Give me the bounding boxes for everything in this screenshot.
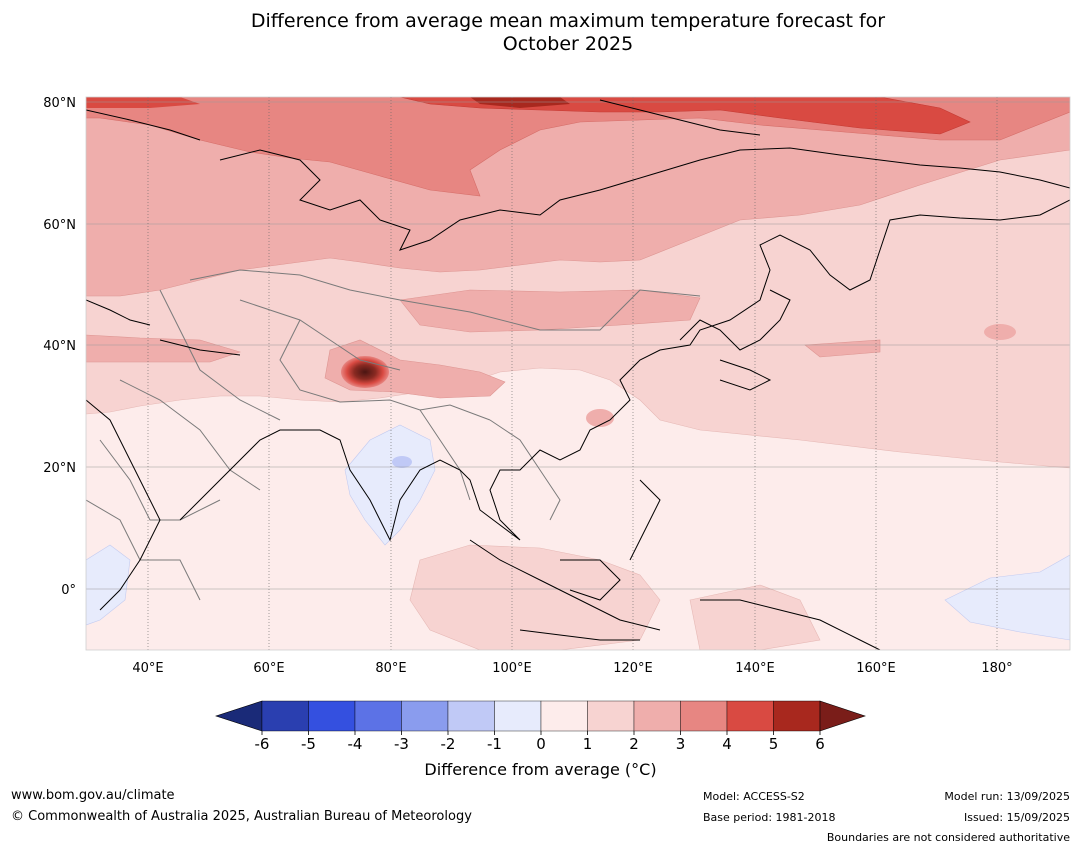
colorbar-label: Difference from average (°C) — [424, 760, 657, 779]
lat-label-60n: 60°N — [43, 218, 76, 233]
colorbar-segment — [494, 700, 542, 732]
title-line-1: Difference from average mean maximum tem… — [250, 10, 886, 32]
colorbar-segment — [354, 700, 402, 732]
colorbar-segment — [401, 700, 449, 732]
colorbar-tick-label: 2 — [629, 735, 639, 753]
cool-africa — [86, 544, 131, 626]
lon-label-120e: 120°E — [613, 661, 653, 676]
lon-label-180: 180° — [981, 661, 1012, 676]
cool-india — [344, 424, 436, 546]
footer-model-run: Model run: 13/09/2025 — [944, 790, 1070, 803]
colorbar-segment — [587, 700, 635, 732]
lat-axis: 80°N 60°N 40°N 20°N 0° — [43, 96, 76, 598]
anomaly-band-4-5 — [399, 97, 971, 135]
colorbar-tick-label: 4 — [722, 735, 732, 753]
title-line-2: October 2025 — [502, 33, 634, 55]
colorbar-segment — [773, 700, 821, 732]
colorbar-tick-label: 0 — [536, 735, 546, 753]
colorbar-tick-label: 5 — [769, 735, 779, 753]
colorbar-tick-label: 1 — [583, 735, 593, 753]
anomaly-band-1-2-south — [409, 544, 661, 650]
colorbar-tick-label: -4 — [348, 735, 363, 753]
colorbar-tick-label: -5 — [301, 735, 316, 753]
colorbar-tick-label: -3 — [394, 735, 409, 753]
colorbar-segment — [633, 700, 681, 732]
anomaly-blob-china — [586, 409, 614, 427]
colorbar-tick-label: -1 — [487, 735, 502, 753]
colorbar-segment — [680, 700, 728, 732]
anomaly-band-2-3-pacific — [804, 339, 881, 358]
colorbar-tick-label: 3 — [676, 735, 686, 753]
lat-label-20n: 20°N — [43, 461, 76, 476]
colorbar-extend-low — [215, 700, 263, 732]
footer-disclaimer: Boundaries are not considered authoritat… — [826, 831, 1070, 844]
footer-issued: Issued: 15/09/2025 — [963, 811, 1070, 824]
anomaly-band-2-3-west — [86, 334, 241, 363]
lon-label-100e: 100°E — [492, 661, 532, 676]
colorbar-segment — [726, 700, 774, 732]
coastlines — [86, 99, 1070, 650]
lon-label-80e: 80°E — [375, 661, 406, 676]
cool-pacific — [944, 554, 1070, 641]
map-title: Difference from average mean maximum tem… — [0, 10, 1081, 56]
anomaly-band-4-5-west — [86, 97, 200, 108]
footer-url[interactable]: www.bom.gov.au/climate — [11, 788, 175, 803]
colorbar-segment — [308, 700, 356, 732]
lon-label-40e: 40°E — [132, 661, 163, 676]
map-area — [86, 97, 1070, 650]
colorbar-segment — [261, 700, 309, 732]
anomaly-band-2-3-central — [399, 289, 701, 333]
footer-base-period: Base period: 1981-2018 — [703, 811, 836, 824]
lon-label-160e: 160°E — [856, 661, 896, 676]
colorbar-segment — [540, 700, 588, 732]
colorbar-tick-label: -6 — [255, 735, 270, 753]
anomaly-blob-pacific — [984, 324, 1016, 340]
lon-label-60e: 60°E — [253, 661, 284, 676]
footer-copyright: © Commonwealth of Australia 2025, Austra… — [11, 809, 472, 824]
colorbar-segment — [447, 700, 495, 732]
cool-blob-india — [392, 456, 412, 468]
lat-label-0: 0° — [61, 583, 76, 598]
colorbar: -6 -5 -4 -3 -2 -1 0 1 2 3 4 5 6 — [215, 700, 866, 753]
lon-gridlines — [147, 97, 998, 650]
lon-label-140e: 140°E — [735, 661, 775, 676]
colorbar-tick-label: -2 — [441, 735, 456, 753]
colorbar-tick-label: 6 — [815, 735, 825, 753]
lat-gridlines — [86, 101, 1070, 590]
lat-label-40n: 40°N — [43, 339, 76, 354]
colorbar-extend-high — [819, 700, 866, 732]
anomaly-band-5-6 — [470, 97, 570, 108]
lat-label-80n: 80°N — [43, 96, 76, 111]
map-frame — [85, 96, 1071, 651]
footer-model: Model: ACCESS-S2 — [703, 790, 805, 803]
lon-axis: 40°E 60°E 80°E 100°E 120°E 140°E 160°E 1… — [132, 661, 1012, 676]
anomaly-band-1-2-east — [689, 584, 821, 650]
